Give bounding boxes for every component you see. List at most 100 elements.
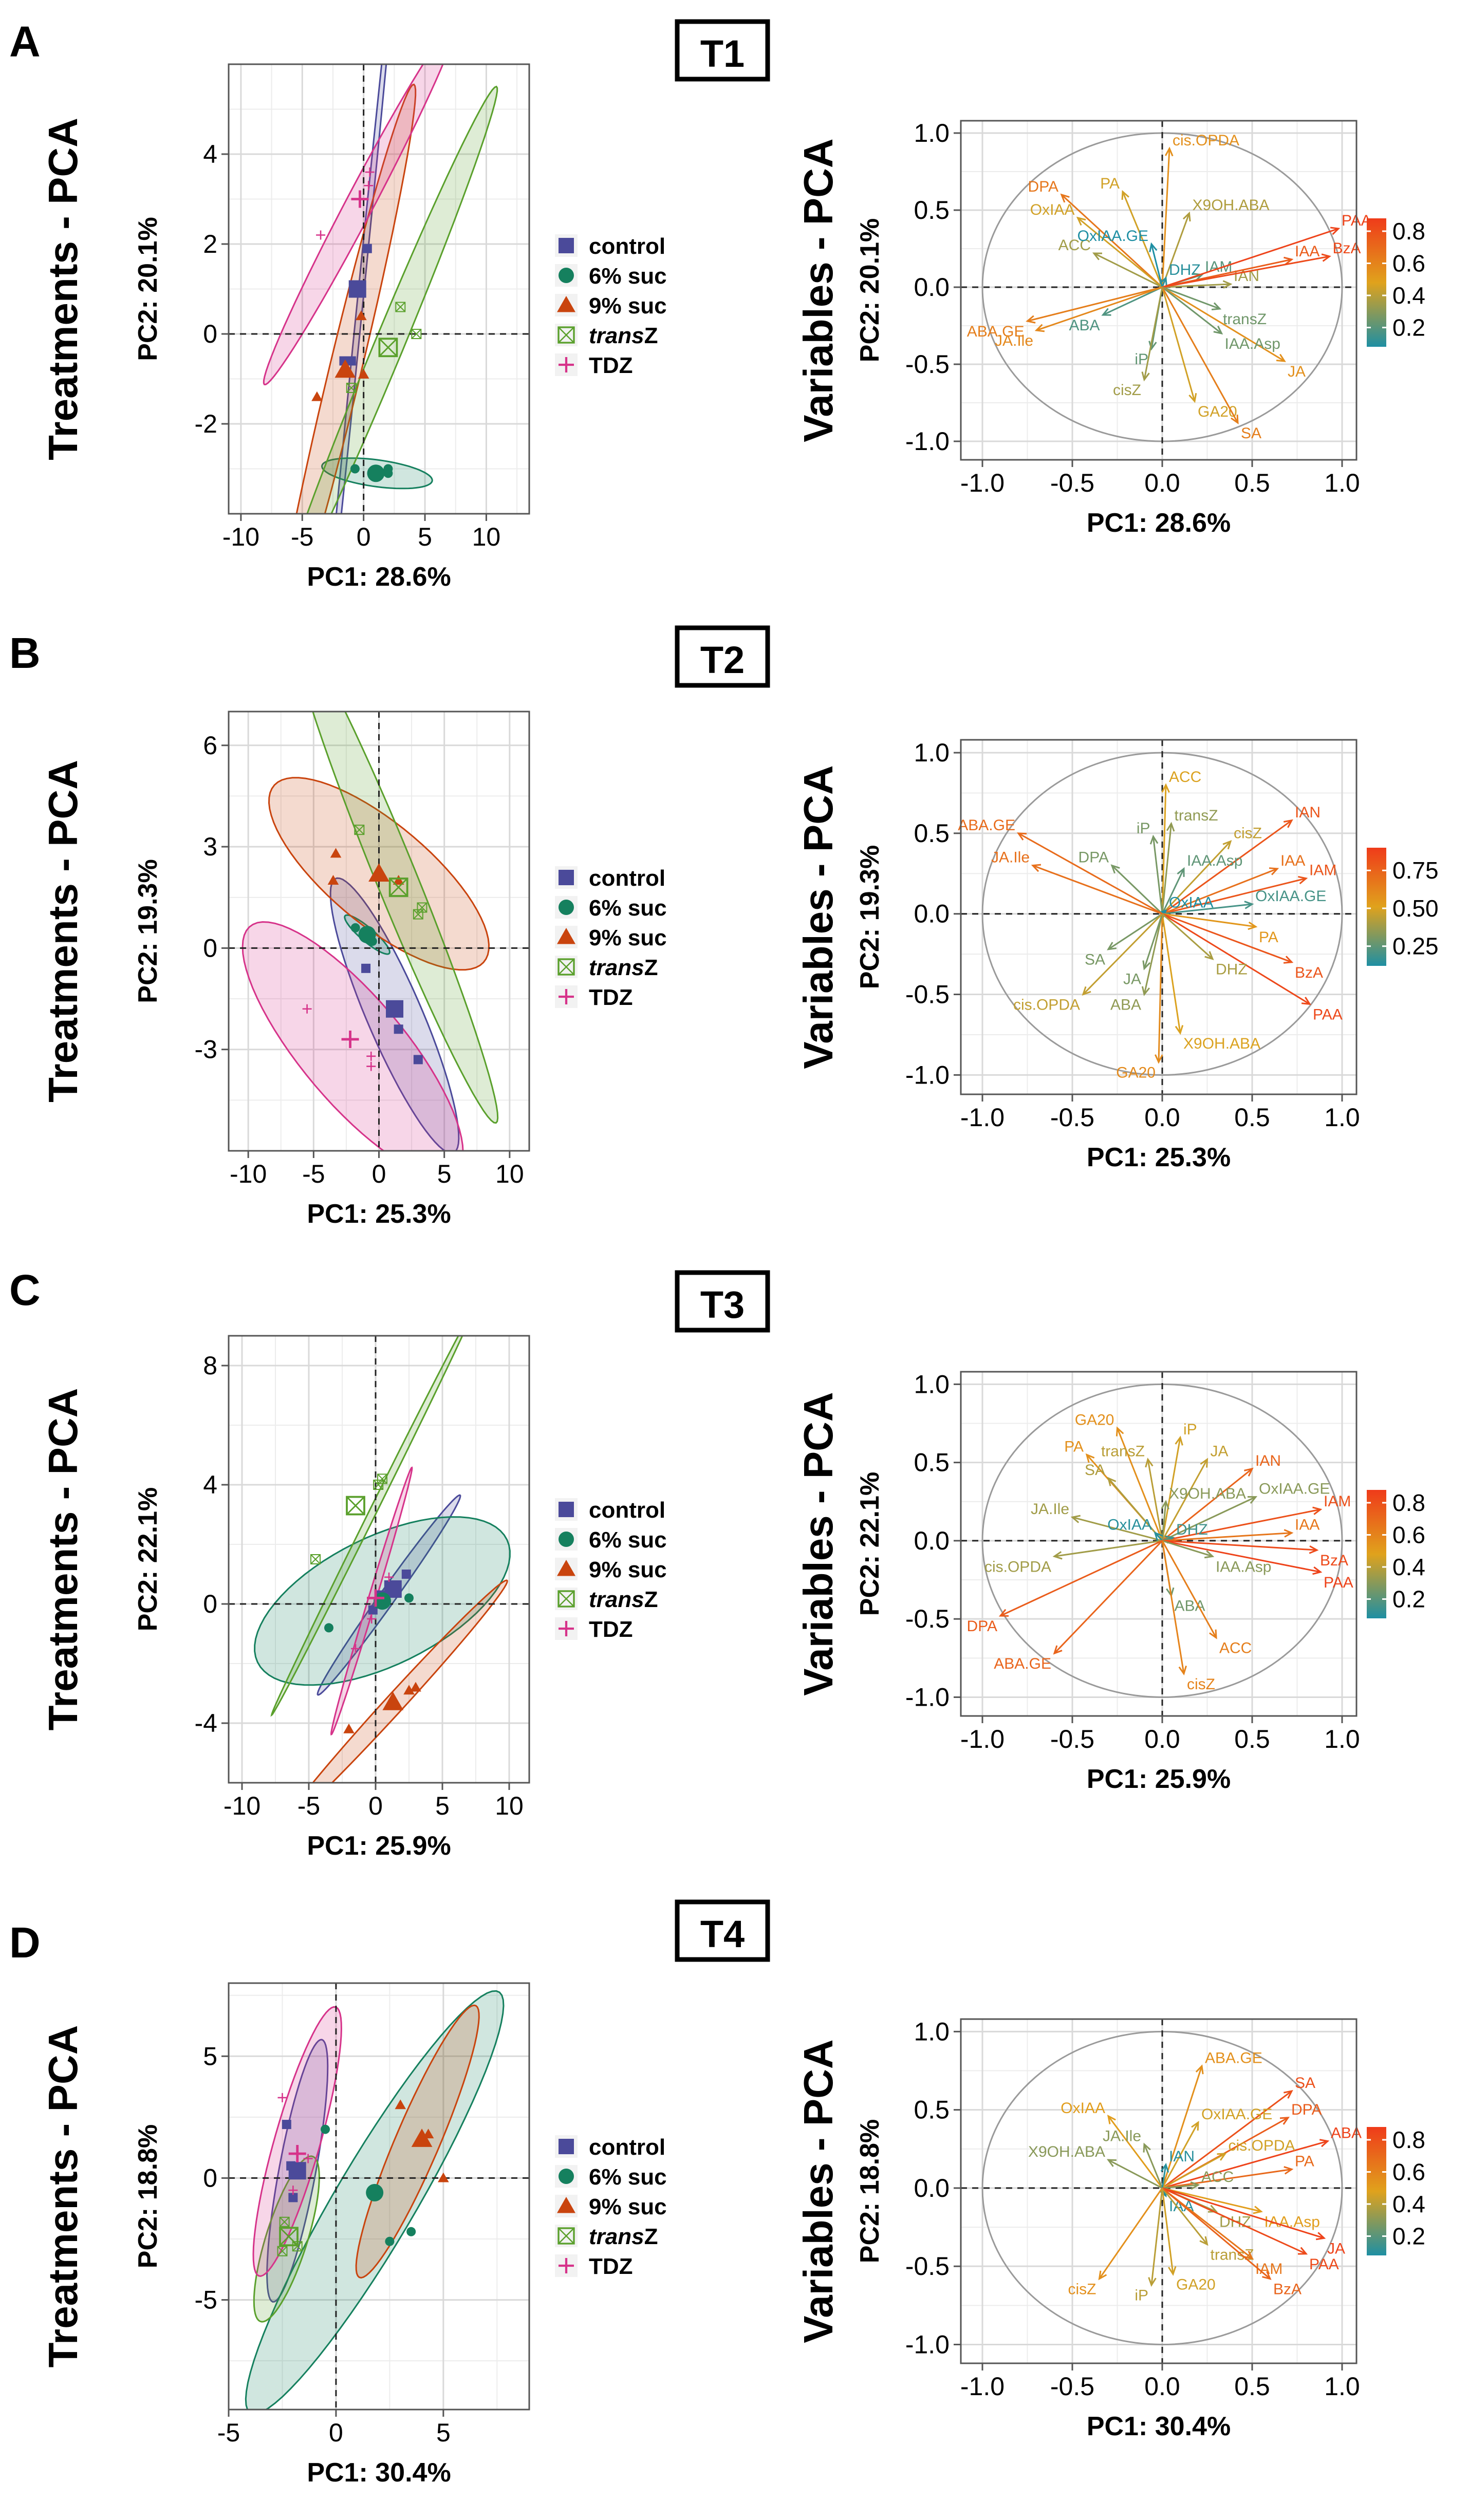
loading-vector-arrowhead xyxy=(1141,986,1150,996)
data-point xyxy=(385,2236,395,2246)
variable-label: PAA xyxy=(1313,1006,1343,1023)
data-point-x xyxy=(277,2246,288,2256)
loading-vector-arrowhead xyxy=(1321,253,1331,262)
data-point-x xyxy=(373,1480,383,1490)
variable-label: BzA xyxy=(1320,1552,1348,1569)
group-centroid xyxy=(288,2162,306,2180)
loading-vector-arrowhead xyxy=(1160,2162,1169,2173)
y-tick-label: -1.0 xyxy=(905,2330,950,2359)
x-axis-label: PC1: 25.3% xyxy=(1087,1143,1231,1172)
loading-vector-arrowhead xyxy=(1209,1629,1217,1639)
loading-vector xyxy=(1162,819,1292,914)
y-tick-label: -0.5 xyxy=(905,1604,950,1633)
x-tick-label: 5 xyxy=(436,2418,451,2447)
loading-vector-arrowhead xyxy=(1034,324,1045,332)
group-centroid-x xyxy=(346,1496,365,1515)
data-point-x xyxy=(279,2217,290,2227)
group-centroid xyxy=(378,338,398,358)
time-label-box xyxy=(675,1270,770,1333)
variable-label: JA xyxy=(1288,363,1306,380)
variable-label: PAA xyxy=(1309,2256,1339,2273)
y-tick-label: 1.0 xyxy=(914,1370,950,1398)
loading-vector-arrowhead xyxy=(1283,819,1293,828)
loading-vector-arrowhead xyxy=(1204,951,1214,960)
treatments-pca-panel: -5 0 5 -5 0 5 PC1: 30.4% PC2: 18.8% xyxy=(133,1982,530,2488)
variable-label: SA xyxy=(1085,951,1105,968)
loading-vector-arrowhead xyxy=(1082,986,1091,996)
y-tick-label: 0.5 xyxy=(914,2096,950,2124)
variable-label: cis.OPDA xyxy=(1013,997,1080,1014)
variable-label: BzA xyxy=(1273,2281,1301,2298)
treatments-pca-panel: -10 -5 0 5 10 -2 0 2 4 PC1: 28.6% PC2: 20.1% xyxy=(133,63,530,592)
loading-vector-arrowhead xyxy=(1098,2270,1107,2281)
x-tick-label: -10 xyxy=(222,522,259,551)
loading-vector-arrowhead xyxy=(1148,341,1157,351)
loading-vector xyxy=(1161,2187,1208,2245)
panel-border xyxy=(228,63,530,515)
y-tick-label: 0.0 xyxy=(914,2174,950,2202)
loading-vector-arrowhead xyxy=(1253,2206,1263,2214)
loading-vector xyxy=(1162,255,1330,288)
loading-vector-arrowhead xyxy=(1143,2142,1151,2153)
legend-label: TDZ xyxy=(589,2254,633,2279)
legend-key xyxy=(557,958,575,976)
legend-key xyxy=(559,2139,574,2154)
variable-label: X9OH.ABA xyxy=(1193,197,1270,214)
y-tick-label: 0 xyxy=(203,1590,217,1618)
loading-vector-arrowhead xyxy=(1193,273,1204,282)
group-centroid xyxy=(348,280,366,298)
loading-vector xyxy=(1018,832,1163,915)
y-tick-label: 0.0 xyxy=(914,273,950,302)
legend-key xyxy=(557,2227,575,2245)
x-tick-label: 0 xyxy=(357,522,371,551)
data-point xyxy=(413,1055,423,1065)
variable-label: IAN xyxy=(1255,1452,1281,1469)
loading-vector xyxy=(1032,865,1163,915)
plot-area xyxy=(229,712,529,1151)
data-point-x xyxy=(395,302,405,312)
loading-vector-arrowhead xyxy=(1154,1532,1163,1541)
legend-label: 6% suc xyxy=(589,2164,667,2190)
legend-key xyxy=(557,1560,575,1576)
treatments-pca-panel: -10 -5 0 5 10 -3 0 3 6 PC1: 25.3% PC2: 19.3% xyxy=(133,711,530,1229)
loading-vector xyxy=(1053,1540,1163,1654)
group-centroid xyxy=(388,878,408,897)
treatment-legend: control 6% suc 9% suc transZ TDZ xyxy=(555,1498,667,1642)
loading-vector-arrowhead xyxy=(1191,2120,1199,2131)
data-point xyxy=(411,329,422,339)
loading-vector xyxy=(1161,1540,1185,1674)
colorbar xyxy=(1367,848,1386,966)
loading-vector-arrowhead xyxy=(1016,832,1027,841)
time-label: T3 xyxy=(700,1283,745,1326)
y-axis-label: PC2: 18.8% xyxy=(133,2124,163,2268)
loading-vector-arrowhead xyxy=(1269,867,1279,875)
variable-label: DPA xyxy=(1078,849,1109,866)
loading-vector xyxy=(1143,2144,1163,2189)
x-tick-label: 0 xyxy=(368,1791,383,1820)
loading-vector xyxy=(1111,865,1163,914)
x-tick-label: 5 xyxy=(418,522,432,551)
group-centroid xyxy=(374,1592,391,1610)
y-tick-label: -1.0 xyxy=(905,427,950,456)
variable-label: IAM xyxy=(1309,862,1336,879)
loading-vector-arrowhead xyxy=(1309,1545,1319,1554)
variable-label: IAA.Asp xyxy=(1216,1558,1271,1575)
colorbar-tick-label: 0.4 xyxy=(1392,1554,1425,1580)
data-point xyxy=(288,2193,298,2202)
group-centroid-x xyxy=(379,338,398,357)
loading-vector-arrowhead xyxy=(998,1609,1009,1617)
legend-label: transZ xyxy=(589,1587,658,1612)
panel-border xyxy=(960,1371,1358,1717)
variable-label: SA xyxy=(1295,2075,1315,2092)
x-tick-label: 0.0 xyxy=(1144,1725,1180,1753)
variable-label: DPA xyxy=(967,1618,997,1635)
variable-label: JA.Ile xyxy=(991,849,1030,866)
legend-label: 6% suc xyxy=(589,1527,667,1553)
ellipse-9suc xyxy=(295,83,417,514)
x-tick-label: -1.0 xyxy=(960,1103,1005,1132)
data-point xyxy=(310,1554,321,1564)
data-point xyxy=(327,875,339,885)
data-point xyxy=(277,2246,288,2256)
treatment-legend: control 6% suc 9% suc transZ TDZ xyxy=(555,866,667,1010)
